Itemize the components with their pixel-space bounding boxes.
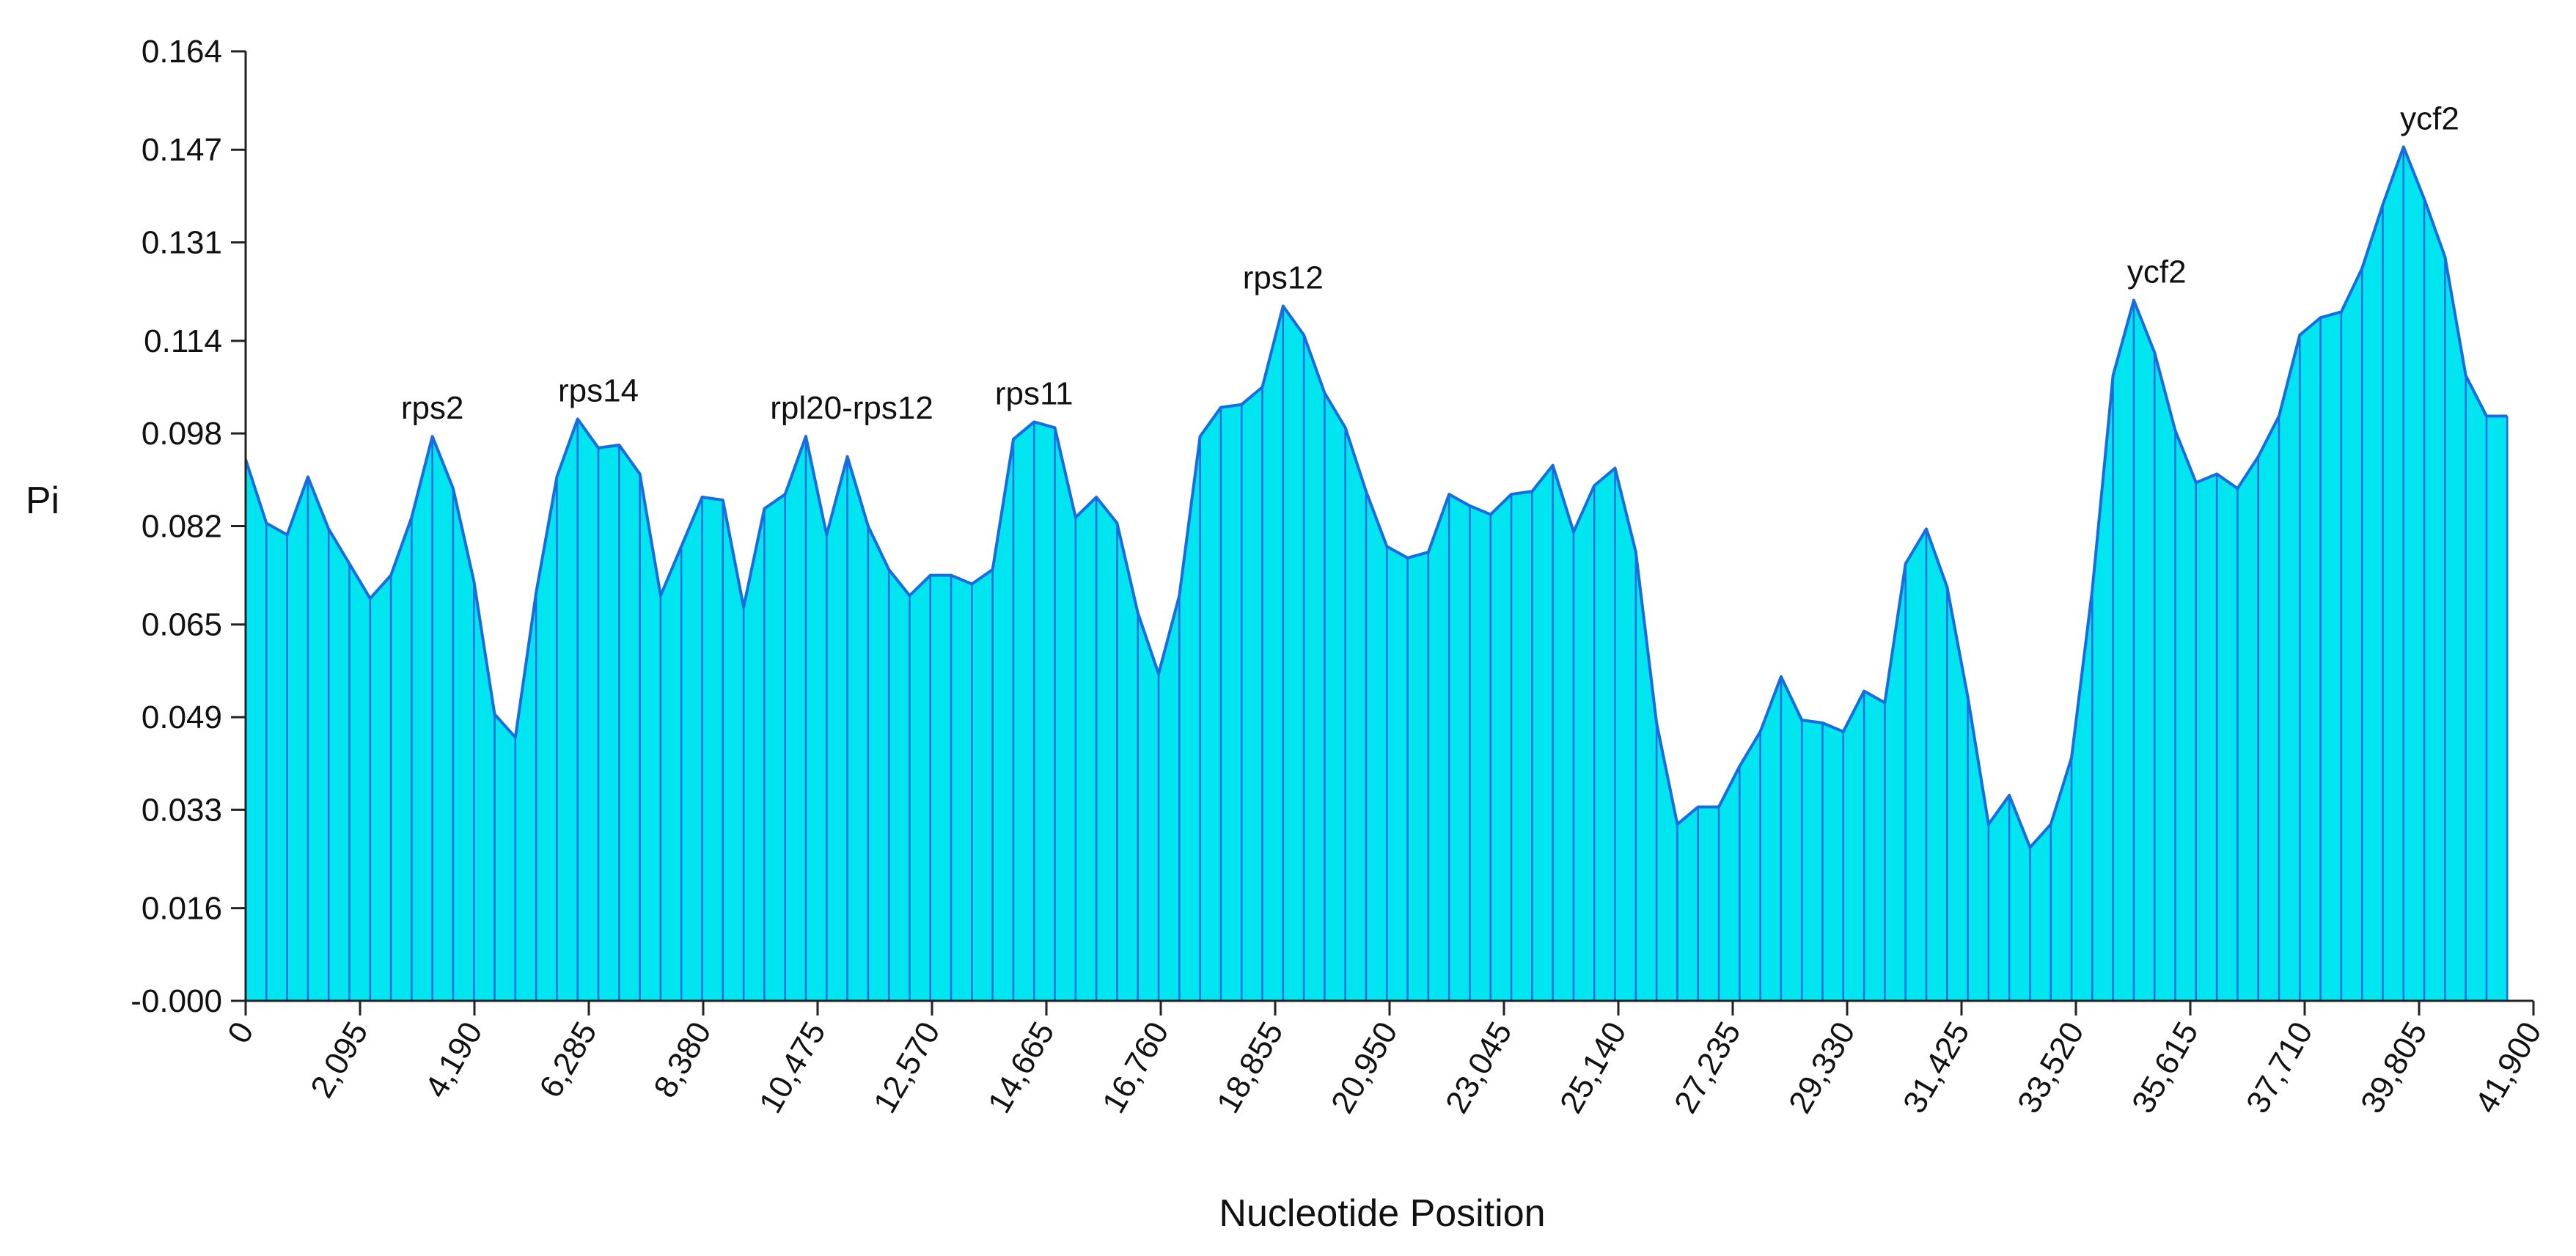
gene-annotation-label: ycf2: [2127, 254, 2187, 290]
x-tick-label: 8,380: [647, 1016, 718, 1104]
gene-annotation-label: ycf2: [2400, 100, 2459, 136]
x-tick-label: 10,475: [752, 1016, 833, 1120]
x-tick-label: 33,520: [2011, 1016, 2091, 1120]
x-tick-label: 23,045: [1439, 1016, 1519, 1120]
x-tick-label: 27,235: [1667, 1016, 1748, 1120]
y-tick-label: 0.065: [142, 607, 222, 643]
y-tick-label: 0.164: [142, 34, 222, 70]
y-tick-label: 0.049: [142, 699, 222, 735]
x-tick-label: 35,615: [2125, 1016, 2206, 1120]
y-tick-label: 0.131: [142, 225, 222, 261]
x-tick-label: 29,330: [1782, 1016, 1863, 1120]
x-tick-label: 16,760: [1096, 1016, 1176, 1120]
y-tick-label: -0.000: [131, 983, 222, 1019]
gene-annotation-label: rps14: [558, 372, 639, 408]
x-tick-label: 31,425: [1896, 1016, 1977, 1120]
x-tick-label: 20,950: [1324, 1016, 1405, 1120]
x-tick-label: 39,805: [2354, 1016, 2434, 1120]
x-axis-title: Nucleotide Position: [1219, 1192, 1545, 1235]
y-axis-title: Pi: [26, 480, 59, 522]
spike-lines: [244, 147, 2509, 1001]
x-tick-label: 12,570: [867, 1016, 947, 1120]
x-tick-label: 14,665: [981, 1016, 1062, 1120]
y-tick-label: 0.082: [142, 509, 222, 545]
gene-annotation-label: rps2: [401, 390, 464, 426]
x-tick-label: 4,190: [418, 1016, 489, 1104]
x-tick-label: 0: [221, 1016, 261, 1050]
x-tick-label: 41,900: [2468, 1016, 2549, 1120]
annotations: rps2 rps14 rpl20-rps12 rps11 rps12 ycf2 ycf2: [401, 100, 2459, 426]
pi-series-line: [244, 145, 2508, 849]
y-tick-label: 0.033: [142, 792, 222, 828]
y-tick-label: 0.016: [142, 891, 222, 927]
x-axis-ticks: 0 2,095 4,190 6,285 8,380 10,475 12,570 14,665 1…: [221, 1001, 2549, 1120]
y-tick-label: 0.147: [142, 132, 222, 168]
plot-area: [244, 145, 2508, 1001]
y-tick-label: 0.114: [144, 323, 222, 359]
gene-annotation-label: rpl20-rps12: [770, 390, 933, 426]
y-tick-label: 0.098: [142, 416, 222, 452]
x-tick-label: 18,855: [1210, 1016, 1291, 1120]
y-axis-ticks: -0.000 0.016 0.033 0.049 0.065 0.082 0.098 0.11…: [131, 34, 246, 1019]
x-tick-label: 25,140: [1553, 1016, 1634, 1120]
x-tick-label: 37,710: [2239, 1016, 2320, 1120]
gene-annotation-label: rps12: [1243, 260, 1324, 295]
pi-area-fill: [246, 147, 2508, 1001]
x-tick-label: 6,285: [532, 1016, 603, 1104]
x-tick-label: 2,095: [304, 1016, 375, 1104]
gene-annotation-label: rps11: [995, 375, 1074, 411]
